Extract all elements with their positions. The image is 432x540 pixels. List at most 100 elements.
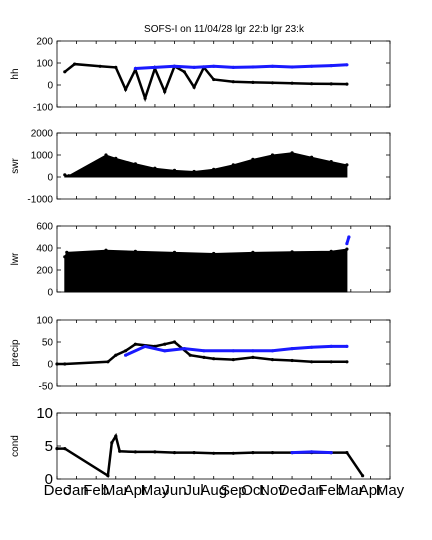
data-point (290, 151, 294, 155)
data-point (212, 64, 216, 68)
axes-box (56, 132, 391, 200)
data-point (231, 349, 235, 353)
x-tick-label: Sep (220, 482, 247, 499)
data-point (231, 451, 235, 455)
data-point (67, 174, 71, 178)
data-point (133, 450, 137, 454)
y-tick-label: 0 (47, 173, 53, 184)
data-point (345, 344, 349, 348)
data-point (163, 90, 167, 94)
data-point (63, 447, 67, 451)
y-tick-label: -50 (39, 382, 54, 393)
y-tick-label: 600 (36, 222, 53, 233)
data-point (310, 360, 314, 364)
data-point (118, 449, 122, 453)
panel-swr: 2000 1000 0 -1000 swr (10, 129, 391, 206)
y-tick-label: 0 (45, 471, 53, 488)
data-point (345, 163, 349, 167)
data-point (104, 248, 108, 252)
data-point (133, 66, 137, 71)
data-point (231, 65, 235, 69)
data-point (270, 358, 275, 362)
data-point (98, 64, 102, 68)
data-point (114, 353, 118, 357)
data-point (329, 249, 333, 253)
data-point (310, 450, 314, 454)
data-point (202, 349, 206, 353)
series-blue-line (124, 344, 347, 357)
x-tick-label: Aug (200, 482, 227, 499)
data-point (290, 451, 294, 455)
data-point (124, 87, 128, 91)
panel-precip: 100 50 0 -50 precip (10, 316, 391, 393)
data-point (143, 96, 147, 100)
data-point (133, 249, 137, 253)
y-tick-label: 200 (36, 266, 53, 277)
series-blue-line (135, 63, 347, 70)
data-point (114, 156, 118, 160)
axes-box (56, 40, 391, 108)
axes-box (56, 412, 391, 480)
data-point (270, 81, 275, 85)
data-point (212, 167, 216, 171)
series-black-line (57, 340, 347, 366)
figure-title: SOFS-I on 11/04/28 lgr 22:b lgr 23:k (144, 24, 305, 35)
data-point (345, 242, 349, 246)
y-tick-label: 2000 (31, 129, 54, 140)
series-black-line (64, 62, 347, 103)
data-point (188, 353, 192, 357)
data-point (104, 153, 108, 157)
y-tick-label: -100 (33, 103, 53, 114)
data-point (310, 345, 314, 349)
data-point (163, 349, 167, 353)
y-tick-label: 1000 (31, 151, 54, 162)
data-point (172, 168, 177, 172)
data-point (153, 166, 157, 170)
data-point (124, 353, 128, 357)
x-tick-label: May (141, 482, 170, 499)
data-point (345, 82, 349, 86)
data-point (153, 65, 157, 69)
y-tick-label: 50 (42, 338, 54, 349)
data-point (143, 344, 147, 348)
data-point (182, 347, 186, 351)
panel-lwr: 600 400 200 0 lwr (10, 222, 391, 299)
data-point (133, 342, 137, 346)
data-point (290, 65, 294, 69)
y-axis-label: swr (10, 158, 21, 174)
data-point (231, 358, 235, 362)
x-tick-label: Jan (300, 482, 324, 499)
data-point (172, 250, 177, 254)
y-tick-label: 5 (45, 438, 53, 455)
data-point (192, 65, 196, 69)
data-point (212, 451, 216, 455)
data-point (114, 65, 118, 69)
data-point (133, 162, 137, 166)
axes-box (56, 319, 391, 387)
data-point (192, 169, 196, 174)
series-black-area (64, 152, 348, 178)
data-point (63, 255, 67, 259)
data-point (310, 82, 314, 86)
data-point (329, 344, 333, 348)
data-point (251, 355, 255, 359)
y-tick-label: 10 (36, 405, 53, 422)
data-point (212, 77, 216, 82)
data-point (345, 63, 349, 67)
data-point (270, 349, 275, 353)
x-tick-label: Jan (64, 482, 88, 499)
x-tick-label: Nov (259, 482, 286, 499)
data-point (182, 70, 186, 74)
series-black-area (64, 248, 348, 293)
x-tick-label: Feb (318, 482, 344, 499)
data-point (172, 340, 177, 344)
data-point (329, 160, 333, 164)
y-tick-label: 100 (36, 59, 53, 70)
axes-box (56, 225, 391, 293)
data-point (212, 357, 216, 361)
y-axis-label: cond (10, 435, 21, 457)
data-point (270, 64, 275, 68)
data-point (114, 434, 118, 438)
data-point (172, 64, 177, 68)
